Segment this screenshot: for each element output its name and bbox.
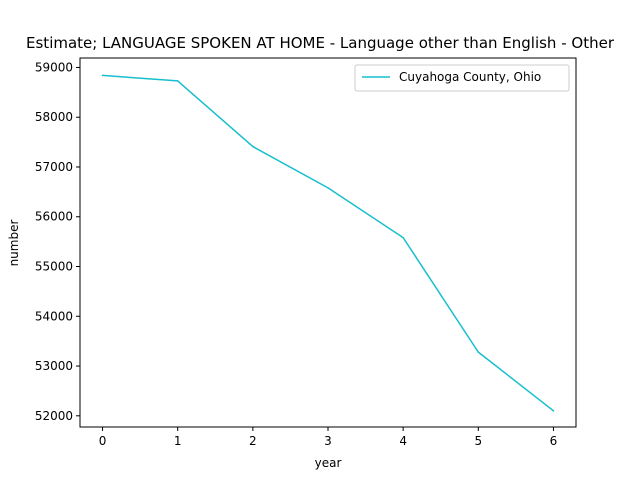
data-point — [402, 236, 404, 239]
y-tick-label: 58000 — [35, 110, 73, 124]
x-tick-label: 5 — [474, 434, 482, 448]
y-tick-label: 57000 — [35, 160, 73, 174]
y-tick-label: 52000 — [35, 409, 73, 423]
x-tick-label: 6 — [550, 434, 558, 448]
data-point — [252, 145, 254, 148]
data-point — [101, 74, 104, 77]
legend-box — [354, 64, 570, 92]
x-tick-label: 1 — [174, 434, 182, 448]
data-point — [552, 410, 555, 412]
legend-label: Cuyahoga County, Ohio — [399, 70, 541, 84]
data-point — [327, 187, 329, 189]
y-axis-label: number — [7, 220, 21, 267]
plot-area-frame — [79, 57, 577, 428]
y-tick-label: 59000 — [35, 60, 73, 74]
data-point — [176, 80, 179, 82]
x-tick-label: 0 — [99, 434, 107, 448]
data-point — [477, 351, 480, 353]
series-line — [102, 74, 554, 412]
y-axis-ticks: 52000 53000 54000 55000 56000 57000 58000 59000 — [35, 60, 80, 423]
chart-title: Estimate; LANGUAGE SPOKEN AT HOME - Lang… — [26, 34, 615, 52]
x-axis-label: year — [315, 456, 342, 470]
y-tick-label: 54000 — [35, 309, 73, 323]
legend: Cuyahoga County, Ohio — [354, 64, 570, 92]
x-tick-label: 4 — [399, 434, 407, 448]
y-tick-label: 55000 — [35, 260, 73, 274]
x-tick-label: 3 — [324, 434, 332, 448]
y-tick-label: 56000 — [35, 210, 73, 224]
y-tick-label: 53000 — [35, 359, 73, 373]
x-axis-ticks: 0 1 2 3 4 5 6 — [99, 427, 558, 448]
x-tick-label: 2 — [249, 434, 257, 448]
series-layer — [101, 74, 555, 412]
